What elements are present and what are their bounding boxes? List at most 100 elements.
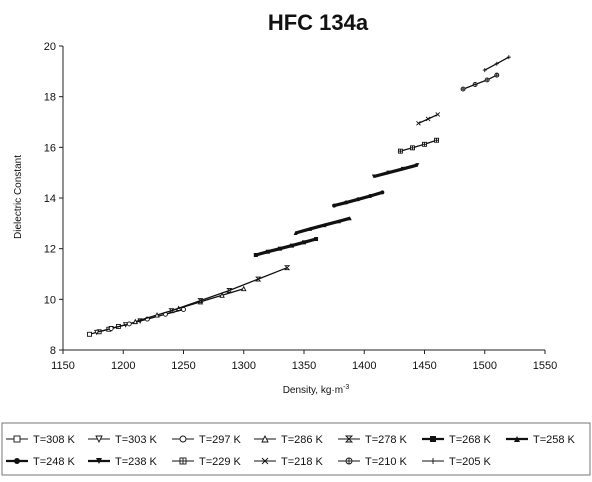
chart: HFC 134a 8 10 12 14 16 18 20 1150 1200 1250 1300 1… bbox=[13, 10, 557, 396]
legend-swatch-marker bbox=[344, 435, 354, 443]
data-point bbox=[410, 145, 415, 151]
legend-label: T=229 K bbox=[199, 456, 242, 468]
x-tick-label: 1400 bbox=[352, 360, 376, 372]
legend-label: T=238 K bbox=[115, 456, 158, 468]
series-line bbox=[135, 288, 244, 323]
series-t-229-k bbox=[397, 137, 439, 154]
data-point bbox=[265, 249, 270, 254]
data-point bbox=[197, 298, 204, 304]
legend-item: T=210 K bbox=[338, 456, 408, 468]
data-point bbox=[482, 68, 487, 73]
x-axis-label-main: Density, kg·m bbox=[283, 385, 343, 396]
legend-label: T=297 K bbox=[199, 434, 242, 446]
legend-label: T=286 K bbox=[281, 434, 324, 446]
legend-swatch-marker bbox=[430, 436, 436, 442]
legend-label: T=308 K bbox=[33, 434, 76, 446]
series-t-278-k bbox=[168, 265, 291, 314]
data-point bbox=[397, 148, 403, 154]
data-point bbox=[425, 116, 431, 122]
legend-swatch-marker bbox=[514, 436, 520, 442]
data-point bbox=[484, 77, 490, 83]
data-point bbox=[371, 174, 376, 179]
legend: T=308 K T=303 K T=297 K T=286 K T=278 K T=268… bbox=[0, 405, 592, 477]
legend-swatch-marker bbox=[96, 458, 102, 464]
data-point bbox=[308, 226, 313, 231]
legend-item: T=303 K bbox=[88, 434, 158, 446]
data-point bbox=[226, 288, 233, 293]
legend-item: T=286 K bbox=[254, 434, 324, 446]
data-point bbox=[434, 137, 439, 143]
legend-item: T=238 K bbox=[88, 456, 158, 468]
legend-swatch-marker bbox=[261, 434, 269, 443]
x-tick-label: 1550 bbox=[533, 360, 557, 372]
legend-label: T=278 K bbox=[365, 434, 408, 446]
series-line bbox=[295, 216, 351, 235]
data-point bbox=[386, 170, 391, 175]
legend-item: T=297 K bbox=[172, 434, 242, 446]
data-point bbox=[94, 329, 100, 336]
legend-swatch-marker bbox=[430, 458, 436, 464]
legend-swatch-marker bbox=[345, 457, 353, 465]
x-tick-label: 1250 bbox=[171, 360, 195, 372]
data-point bbox=[132, 318, 139, 325]
legend-label: T=205 K bbox=[449, 456, 492, 468]
data-point bbox=[284, 265, 291, 271]
series-line bbox=[255, 237, 317, 257]
legend-swatch-marker bbox=[14, 458, 20, 464]
data-point bbox=[336, 219, 341, 224]
data-point bbox=[253, 253, 258, 257]
y-tick-label: 16 bbox=[44, 142, 56, 154]
legend-item: T=278 K bbox=[338, 434, 408, 446]
legend-swatch-marker bbox=[95, 435, 103, 444]
data-point bbox=[356, 197, 361, 202]
y-tick-label: 12 bbox=[44, 244, 56, 256]
data-point bbox=[415, 163, 420, 168]
legend-label: T=258 K bbox=[533, 434, 576, 446]
x-tick-label: 1150 bbox=[51, 360, 75, 372]
data-point bbox=[344, 200, 349, 205]
data-point bbox=[255, 276, 262, 282]
legend-item: T=258 K bbox=[506, 434, 576, 446]
legend-item: T=268 K bbox=[422, 434, 492, 446]
chart-title: HFC 134a bbox=[268, 10, 369, 35]
data-point bbox=[302, 240, 306, 245]
series-t-238-k bbox=[371, 163, 420, 179]
legend-swatch-marker bbox=[261, 457, 269, 465]
legend-swatch-marker bbox=[179, 435, 187, 443]
x-axis-label-exponent: -3 bbox=[343, 384, 349, 391]
y-tick-label: 10 bbox=[44, 294, 56, 306]
legend-svg: T=308 K T=303 K T=297 K T=286 K T=278 K T=268… bbox=[1, 422, 591, 476]
data-point bbox=[400, 166, 405, 171]
legend-item: T=218 K bbox=[254, 456, 324, 468]
legend-item: T=229 K bbox=[172, 456, 242, 468]
data-point bbox=[422, 141, 427, 147]
data-point bbox=[368, 193, 373, 198]
y-axis-label: Dielectric Constant bbox=[13, 155, 24, 239]
series-t-218-k bbox=[416, 112, 441, 126]
data-point bbox=[472, 82, 478, 87]
series-t-205-k bbox=[482, 55, 511, 73]
data-point bbox=[435, 112, 441, 117]
data-point bbox=[87, 331, 92, 337]
data-point bbox=[277, 246, 282, 251]
legend-label: T=210 K bbox=[365, 456, 408, 468]
legend-item: T=205 K bbox=[422, 456, 492, 468]
data-point bbox=[416, 120, 421, 126]
data-point bbox=[126, 321, 132, 327]
series-line bbox=[462, 74, 498, 90]
series-t-268-k bbox=[253, 237, 319, 257]
x-tick-label: 1500 bbox=[473, 360, 497, 372]
data-point bbox=[241, 285, 247, 292]
data-point bbox=[168, 308, 175, 314]
data-point bbox=[108, 326, 114, 331]
series-t-210-k bbox=[460, 72, 500, 92]
data-point bbox=[494, 61, 499, 66]
x-axis-label: Density, kg·m-3 bbox=[283, 384, 350, 396]
data-point bbox=[494, 72, 500, 78]
legend-label: T=218 K bbox=[281, 456, 324, 468]
data-point bbox=[332, 203, 337, 208]
legend-swatch-marker bbox=[179, 457, 187, 465]
y-tick-label: 14 bbox=[44, 193, 56, 205]
legend-box bbox=[1, 422, 591, 476]
legend-label: T=268 K bbox=[449, 434, 492, 446]
